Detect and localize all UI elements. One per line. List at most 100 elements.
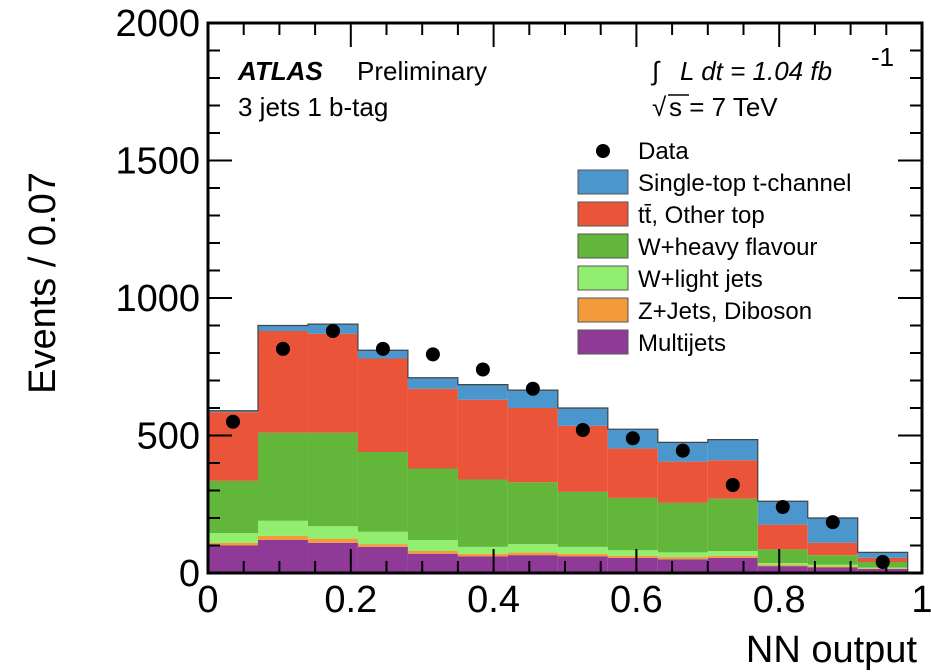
bar-series-4-bin-6 — [507, 408, 558, 483]
bar-series-2-bin-5 — [457, 546, 508, 554]
bar-series-1-bin-10 — [707, 555, 758, 558]
legend-data-marker — [596, 144, 610, 158]
bar-series-3-bin-0 — [208, 480, 258, 534]
bar-series-1-bin-6 — [507, 552, 558, 556]
y-tick-label: 500 — [137, 416, 200, 458]
bar-series-2-bin-7 — [557, 546, 608, 554]
atlas-label: ATLAS — [237, 56, 323, 86]
energy-label: s = 7 TeV — [669, 92, 778, 122]
x-axis-title: NN output — [746, 629, 918, 671]
bar-series-4-bin-3 — [357, 358, 408, 452]
bar-series-1-bin-12 — [807, 566, 858, 568]
bar-series-2-bin-10 — [707, 551, 758, 556]
data-point — [725, 478, 740, 492]
legend-label: W+light jets — [638, 266, 763, 293]
bar-series-0-bin-13 — [857, 568, 908, 573]
x-tick-label: 0.2 — [324, 579, 377, 621]
legend-swatch — [577, 201, 629, 227]
bar-series-3-bin-6 — [507, 482, 558, 545]
selection-label: 3 jets 1 b-tag — [238, 92, 388, 122]
bar-series-2-bin-6 — [507, 544, 558, 553]
bar-series-0-bin-6 — [507, 555, 558, 573]
bar-series-5-bin-7 — [557, 408, 608, 426]
bar-series-2-bin-1 — [257, 520, 308, 536]
bar-series-1-bin-5 — [457, 553, 508, 557]
bar-series-3-bin-1 — [257, 432, 308, 521]
bar-series-0-bin-0 — [208, 545, 258, 573]
bar-series-0-bin-8 — [607, 557, 658, 573]
bar-series-3-bin-8 — [607, 497, 658, 551]
bar-series-3-bin-11 — [757, 549, 808, 564]
bar-series-1-bin-1 — [257, 535, 308, 540]
sqrt-symbol: √ — [652, 92, 667, 122]
legend-label: Z+Jets, Diboson — [638, 298, 812, 325]
lumi-label: L dt = 1.04 fb — [680, 56, 832, 86]
data-point — [375, 341, 390, 356]
legend: Data Single-top t-channel tt̄, Other top W+… — [577, 138, 851, 357]
bar-series-5-bin-4 — [407, 377, 458, 389]
data-point — [625, 431, 640, 446]
bar-series-5-bin-6 — [507, 390, 558, 408]
bar-series-4-bin-11 — [757, 524, 808, 550]
bar-series-2-bin-9 — [657, 552, 708, 558]
bar-series-4-bin-12 — [807, 542, 858, 556]
bar-series-3-bin-7 — [557, 491, 608, 547]
bar-series-5-bin-0 — [208, 410, 258, 413]
bar-series-2-bin-8 — [607, 550, 658, 556]
bar-series-2-bin-2 — [307, 526, 358, 539]
bar-series-1-bin-3 — [357, 544, 408, 547]
bar-series-1-bin-7 — [557, 553, 608, 557]
legend-swatch — [577, 233, 629, 259]
stacked-bars — [207, 323, 909, 573]
data-point — [575, 423, 590, 437]
bar-series-0-bin-1 — [257, 540, 308, 573]
bar-series-0-bin-11 — [757, 566, 808, 573]
bar-series-5-bin-5 — [457, 384, 508, 400]
bar-series-2-bin-3 — [357, 531, 408, 545]
bar-series-0-bin-12 — [807, 567, 858, 573]
data-point — [225, 414, 240, 429]
x-tick-label: 0 — [197, 579, 218, 621]
bar-series-2-bin-12 — [807, 564, 858, 567]
bar-series-3-bin-3 — [357, 452, 408, 532]
data-point — [525, 381, 540, 396]
x-tick-label: 0.6 — [610, 579, 663, 621]
bar-series-1-bin-0 — [208, 542, 258, 546]
bar-series-1-bin-9 — [657, 557, 708, 560]
data-points — [225, 324, 890, 569]
y-tick-label: 1500 — [115, 141, 200, 183]
bar-series-0-bin-9 — [657, 559, 708, 573]
bar-series-4-bin-4 — [407, 388, 458, 469]
legend-swatch — [577, 297, 629, 323]
bar-series-1-bin-11 — [757, 565, 808, 567]
data-point — [475, 362, 490, 377]
bar-series-3-bin-4 — [407, 468, 458, 540]
x-tick-label: 1 — [911, 579, 931, 621]
data-point — [275, 341, 290, 356]
data-point — [325, 324, 340, 338]
y-tick-label: 1000 — [115, 278, 200, 320]
bar-series-0-bin-10 — [707, 557, 758, 573]
bar-series-2-bin-11 — [757, 563, 808, 566]
legend-label: Single-top t-channel — [638, 170, 851, 197]
preliminary-label: Preliminary — [357, 56, 487, 86]
annotations: ATLAS Preliminary 3 jets 1 b-tag ∫ L dt … — [237, 42, 894, 122]
axis-tick-labels: 0 0.2 0.4 0.6 0.8 1 0 500 1000 1500 2000 — [115, 3, 931, 621]
bar-series-1-bin-8 — [607, 555, 658, 558]
bar-series-0-bin-3 — [357, 546, 408, 573]
bar-series-0-bin-4 — [407, 553, 458, 573]
x-tick-label: 0.8 — [753, 579, 806, 621]
bar-series-2-bin-4 — [407, 540, 458, 551]
bar-series-0-bin-5 — [457, 556, 508, 573]
legend-swatch — [577, 169, 629, 195]
legend-data-label: Data — [638, 138, 689, 165]
stack-outline — [207, 323, 909, 573]
y-tick-label: 0 — [179, 553, 200, 595]
data-point — [775, 500, 790, 514]
legend-label: tt̄, Other top — [638, 202, 765, 229]
integral-symbol: ∫ — [650, 56, 661, 86]
bar-series-3-bin-9 — [657, 502, 708, 553]
legend-label: W+heavy flavour — [638, 234, 817, 261]
bar-series-5-bin-1 — [257, 325, 308, 331]
